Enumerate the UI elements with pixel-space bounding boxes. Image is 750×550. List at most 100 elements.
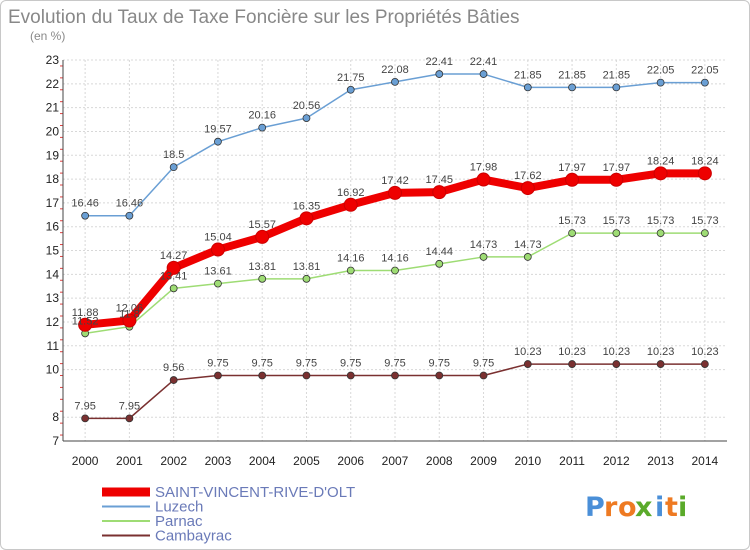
data-point — [435, 371, 444, 380]
data-point — [302, 274, 311, 283]
data-label: 14.73 — [470, 239, 498, 251]
data-point — [346, 266, 355, 275]
data-label: 10.23 — [558, 346, 586, 358]
data-point — [214, 279, 222, 288]
data-point — [81, 211, 90, 220]
data-point — [258, 371, 267, 380]
y-tick-label: 10 — [46, 363, 60, 377]
x-tick-label: 2005 — [293, 454, 320, 468]
data-point — [479, 253, 488, 261]
plot-area: 7 8 10 11 12 13 14 15 16 17 18 19 20 21 22 23 2000 2001 20… — [46, 53, 727, 468]
data-point — [169, 163, 178, 172]
data-label: 9.75 — [384, 358, 405, 370]
data-point — [697, 166, 712, 181]
data-point — [435, 70, 444, 78]
y-tick-label: 8 — [52, 410, 59, 424]
data-point — [391, 78, 399, 86]
legend-label: SAINT-VINCENT-RIVE-D'OLT — [155, 484, 355, 501]
data-point — [523, 83, 532, 92]
data-label: 14.73 — [514, 239, 542, 251]
data-point — [388, 185, 402, 200]
x-tick-label: 2004 — [249, 454, 276, 468]
x-tick-label: 2012 — [603, 454, 630, 468]
data-label: 14.44 — [426, 246, 454, 258]
data-point — [432, 185, 447, 200]
data-label: 17.97 — [603, 162, 631, 174]
x-tick-label: 2006 — [337, 454, 364, 468]
data-point — [653, 166, 668, 181]
data-label: 10.23 — [691, 346, 719, 358]
data-point — [214, 137, 222, 146]
data-label: 20.16 — [248, 110, 276, 122]
data-label: 9.56 — [163, 362, 184, 374]
data-point — [656, 360, 665, 368]
chart-title: Evolution du Taux de Taxe Foncière sur l… — [8, 7, 520, 28]
legend-label: Luzech — [155, 499, 203, 516]
logo-letter: o — [618, 492, 637, 523]
data-point — [343, 197, 358, 212]
data-label: 13.81 — [293, 261, 321, 273]
x-tick-label: 2013 — [647, 454, 674, 468]
y-tick-label: 23 — [46, 53, 60, 67]
data-point — [255, 229, 270, 244]
data-label: 15.73 — [603, 215, 631, 227]
data-point — [435, 259, 444, 268]
data-point — [169, 376, 178, 384]
data-label: 11.8 — [119, 309, 140, 321]
data-label: 15.73 — [558, 215, 586, 227]
data-label: 21.85 — [514, 69, 542, 81]
x-tick-label: 2007 — [382, 454, 409, 468]
data-point — [656, 229, 665, 238]
data-point — [568, 229, 576, 238]
data-point — [302, 371, 311, 380]
data-point — [346, 371, 355, 380]
x-tick-label: 2000 — [72, 454, 99, 468]
data-label: 18.24 — [647, 155, 675, 167]
data-label: 16.35 — [293, 200, 321, 212]
data-label: 17.98 — [470, 162, 498, 174]
data-point — [609, 172, 624, 187]
data-point — [169, 284, 178, 293]
data-point — [214, 371, 222, 380]
data-label: 15.73 — [691, 215, 719, 227]
data-point — [476, 172, 491, 187]
data-label: 15.57 — [248, 219, 276, 231]
data-point — [700, 229, 709, 238]
logo-letter: x — [635, 492, 652, 523]
x-tick-label: 2003 — [205, 454, 232, 468]
data-labels: 11.88 12.06 14.27 15.04 15.57 16.35 16.92 17.42… — [71, 56, 718, 412]
series-layer — [78, 70, 712, 423]
y-tick-label: 22 — [46, 77, 60, 91]
x-tick-label: 2008 — [426, 454, 453, 468]
data-point — [612, 83, 621, 92]
legend-label: Parnac — [155, 513, 203, 530]
data-label: 22.41 — [470, 56, 498, 68]
data-label: 22.08 — [381, 64, 409, 76]
legend: SAINT-VINCENT-RIVE-D'OLTLuzechParnacCamb… — [102, 484, 355, 545]
y-tick-label: 11 — [47, 339, 60, 353]
data-label: 21.75 — [337, 72, 365, 84]
data-label: 15.04 — [204, 232, 232, 244]
data-label: 16.46 — [116, 198, 144, 210]
data-point — [523, 253, 532, 261]
data-label: 18.24 — [691, 155, 719, 167]
x-tick-label: 2011 — [559, 454, 585, 468]
data-label: 21.85 — [558, 69, 586, 81]
y-tick-label: 7 — [52, 434, 59, 448]
data-label: 14.16 — [337, 253, 365, 265]
data-label: 14.16 — [381, 253, 409, 265]
data-point — [391, 371, 399, 380]
axes: 7 8 10 11 12 13 14 15 16 17 18 19 20 21 22 23 2000 2001 20… — [46, 53, 727, 468]
data-label: 10.23 — [514, 346, 542, 358]
data-point — [125, 211, 134, 220]
data-label: 7.95 — [74, 400, 95, 412]
y-tick-label: 15 — [46, 244, 60, 258]
data-label: 13.61 — [204, 266, 232, 278]
data-label: 17.62 — [514, 170, 542, 182]
data-point — [479, 371, 488, 380]
data-label: 9.75 — [207, 358, 228, 370]
data-label: 9.75 — [473, 358, 494, 370]
data-point — [258, 274, 267, 283]
data-point — [523, 360, 532, 368]
data-point — [346, 85, 355, 94]
